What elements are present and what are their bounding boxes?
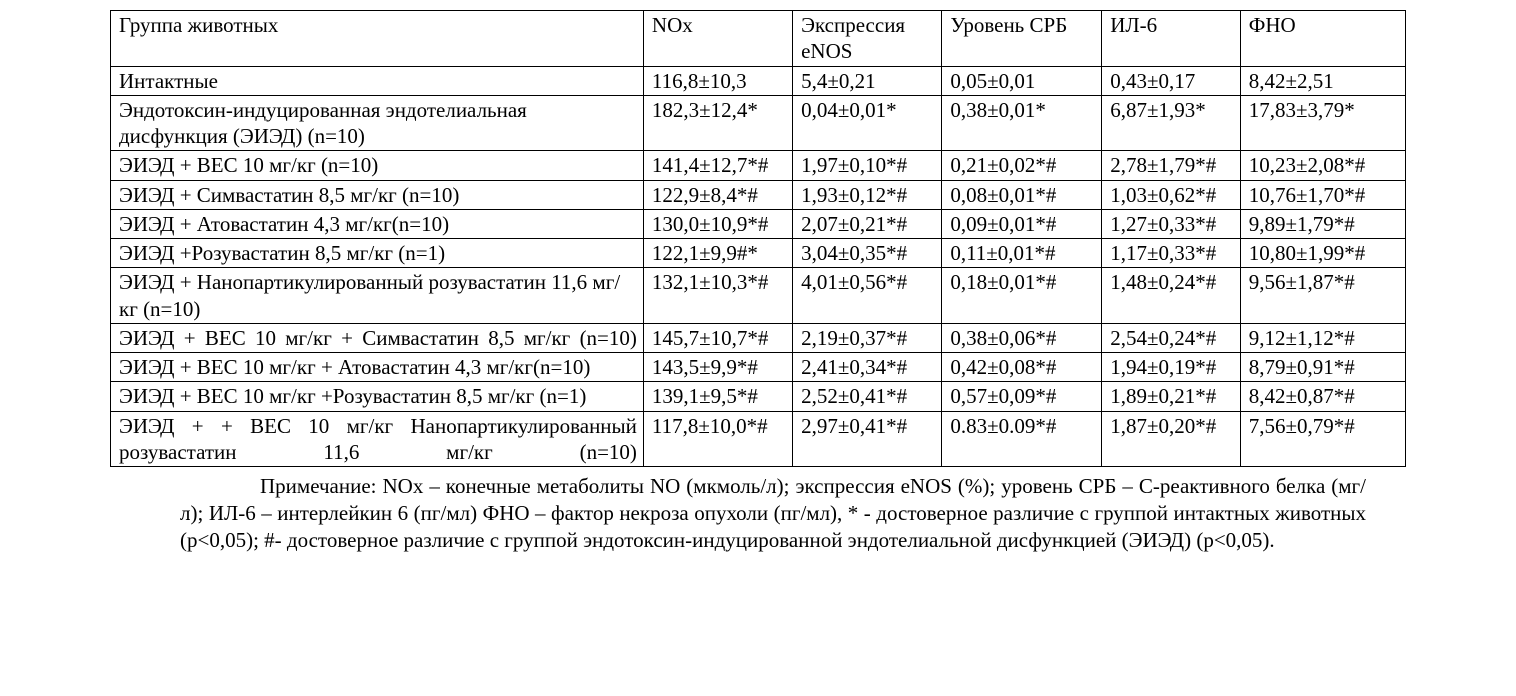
cell-fno: 10,80±1,99*# xyxy=(1240,239,1405,268)
cell-enos: 2,07±0,21*# xyxy=(793,209,942,238)
cell-group: Интактные xyxy=(111,66,644,95)
cell-il6: 1,17±0,33*# xyxy=(1102,239,1241,268)
footnote-text: Примечание: NOx – конечные метаболиты NO… xyxy=(180,474,1366,552)
cell-il6: 6,87±1,93* xyxy=(1102,95,1241,151)
table-row: ЭИЭД +Розувастатин 8,5 мг/кг (n=1)122,1±… xyxy=(111,239,1406,268)
cell-crb: 0,08±0,01*# xyxy=(942,180,1102,209)
column-header-crb: Уровень СРБ xyxy=(942,11,1102,67)
cell-nox: 141,4±12,7*# xyxy=(643,151,792,180)
cell-fno: 7,56±0,79*# xyxy=(1240,411,1405,467)
cell-group: ЭИЭД + + BEC 10 мг/кг Нанопартикулирован… xyxy=(111,411,644,467)
cell-enos: 1,97±0,10*# xyxy=(793,151,942,180)
cell-fno: 8,42±0,87*# xyxy=(1240,382,1405,411)
footnote: Примечание: NOx – конечные метаболиты NO… xyxy=(110,473,1406,554)
cell-crb: 0,57±0,09*# xyxy=(942,382,1102,411)
table-row: ЭИЭД + BEC 10 мг/кг (n=10)141,4±12,7*#1,… xyxy=(111,151,1406,180)
cell-il6: 1,27±0,33*# xyxy=(1102,209,1241,238)
cell-il6: 1,87±0,20*# xyxy=(1102,411,1241,467)
cell-nox: 132,1±10,3*# xyxy=(643,268,792,324)
cell-il6: 1,89±0,21*# xyxy=(1102,382,1241,411)
cell-il6: 0,43±0,17 xyxy=(1102,66,1241,95)
cell-il6: 2,54±0,24*# xyxy=(1102,323,1241,352)
cell-fno: 10,76±1,70*# xyxy=(1240,180,1405,209)
table-row: ЭИЭД + BEC 10 мг/кг + Симвастатин 8,5 мг… xyxy=(111,323,1406,352)
table-row: ЭИЭД + Симвастатин 8,5 мг/кг (n=10)122,9… xyxy=(111,180,1406,209)
column-header-group: Группа животных xyxy=(111,11,644,67)
cell-nox: 145,7±10,7*# xyxy=(643,323,792,352)
table-row: ЭИЭД + + BEC 10 мг/кг Нанопартикулирован… xyxy=(111,411,1406,467)
cell-group: ЭИЭД + BEC 10 мг/кг + Симвастатин 8,5 мг… xyxy=(111,323,644,352)
cell-enos: 5,4±0,21 xyxy=(793,66,942,95)
cell-crb: 0,38±0,01* xyxy=(942,95,1102,151)
cell-il6: 2,78±1,79*# xyxy=(1102,151,1241,180)
cell-crb: 0,18±0,01*# xyxy=(942,268,1102,324)
table-body: Интактные116,8±10,35,4±0,210,05±0,010,43… xyxy=(111,66,1406,467)
cell-group: ЭИЭД + BEC 10 мг/кг (n=10) xyxy=(111,151,644,180)
cell-crb: 0,38±0,06*# xyxy=(942,323,1102,352)
cell-group: ЭИЭД + Атовастатин 4,3 мг/кг(n=10) xyxy=(111,209,644,238)
column-header-il6: ИЛ-6 xyxy=(1102,11,1241,67)
table-row: ЭИЭД + Нанопартикулированный розувастати… xyxy=(111,268,1406,324)
cell-group: ЭИЭД + BEC 10 мг/кг +Розувастатин 8,5 мг… xyxy=(111,382,644,411)
cell-crb: 0,21±0,02*# xyxy=(942,151,1102,180)
cell-il6: 1,94±0,19*# xyxy=(1102,353,1241,382)
cell-fno: 9,12±1,12*# xyxy=(1240,323,1405,352)
table-row: ЭИЭД + BEC 10 мг/кг + Атовастатин 4,3 мг… xyxy=(111,353,1406,382)
cell-crb: 0,09±0,01*# xyxy=(942,209,1102,238)
cell-nox: 122,1±9,9#* xyxy=(643,239,792,268)
cell-fno: 9,89±1,79*# xyxy=(1240,209,1405,238)
cell-nox: 182,3±12,4* xyxy=(643,95,792,151)
cell-nox: 122,9±8,4*# xyxy=(643,180,792,209)
cell-nox: 139,1±9,5*# xyxy=(643,382,792,411)
cell-enos: 0,04±0,01* xyxy=(793,95,942,151)
table-row: Эндотоксин-индуцированная эндотелиальная… xyxy=(111,95,1406,151)
cell-group: ЭИЭД + BEC 10 мг/кг + Атовастатин 4,3 мг… xyxy=(111,353,644,382)
cell-group: ЭИЭД +Розувастатин 8,5 мг/кг (n=1) xyxy=(111,239,644,268)
cell-nox: 116,8±10,3 xyxy=(643,66,792,95)
cell-crb: 0,05±0,01 xyxy=(942,66,1102,95)
column-header-fno: ФНО xyxy=(1240,11,1405,67)
table-row: ЭИЭД + Атовастатин 4,3 мг/кг(n=10)130,0±… xyxy=(111,209,1406,238)
results-table: Группа животных NOx Экспрессия eNOS Уров… xyxy=(110,10,1406,467)
cell-il6: 1,48±0,24*# xyxy=(1102,268,1241,324)
cell-enos: 2,19±0,37*# xyxy=(793,323,942,352)
cell-fno: 8,79±0,91*# xyxy=(1240,353,1405,382)
cell-il6: 1,03±0,62*# xyxy=(1102,180,1241,209)
cell-group: Эндотоксин-индуцированная эндотелиальная… xyxy=(111,95,644,151)
column-header-enos: Экспрессия eNOS xyxy=(793,11,942,67)
cell-enos: 2,52±0,41*# xyxy=(793,382,942,411)
cell-crb: 0,11±0,01*# xyxy=(942,239,1102,268)
cell-fno: 17,83±3,79* xyxy=(1240,95,1405,151)
cell-enos: 2,97±0,41*# xyxy=(793,411,942,467)
cell-enos: 2,41±0,34*# xyxy=(793,353,942,382)
table-row: Интактные116,8±10,35,4±0,210,05±0,010,43… xyxy=(111,66,1406,95)
column-header-nox: NOx xyxy=(643,11,792,67)
cell-enos: 4,01±0,56*# xyxy=(793,268,942,324)
table-row: ЭИЭД + BEC 10 мг/кг +Розувастатин 8,5 мг… xyxy=(111,382,1406,411)
cell-group: ЭИЭД + Симвастатин 8,5 мг/кг (n=10) xyxy=(111,180,644,209)
cell-fno: 8,42±2,51 xyxy=(1240,66,1405,95)
table-header-row: Группа животных NOx Экспрессия eNOS Уров… xyxy=(111,11,1406,67)
cell-enos: 1,93±0,12*# xyxy=(793,180,942,209)
cell-fno: 10,23±2,08*# xyxy=(1240,151,1405,180)
cell-nox: 117,8±10,0*# xyxy=(643,411,792,467)
cell-group: ЭИЭД + Нанопартикулированный розувастати… xyxy=(111,268,644,324)
cell-enos: 3,04±0,35*# xyxy=(793,239,942,268)
cell-nox: 143,5±9,9*# xyxy=(643,353,792,382)
cell-fno: 9,56±1,87*# xyxy=(1240,268,1405,324)
cell-nox: 130,0±10,9*# xyxy=(643,209,792,238)
cell-crb: 0.83±0.09*# xyxy=(942,411,1102,467)
cell-crb: 0,42±0,08*# xyxy=(942,353,1102,382)
